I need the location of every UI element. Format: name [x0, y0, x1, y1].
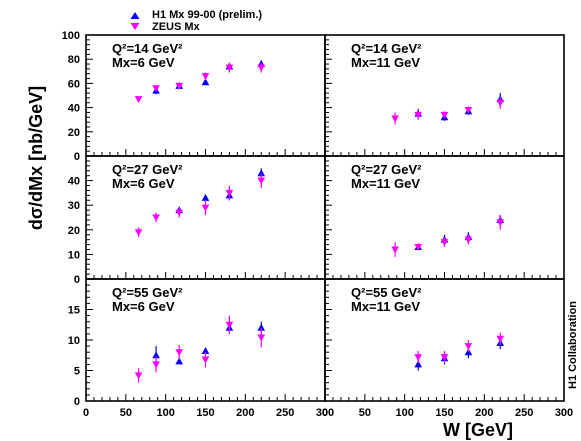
h1-data-point: [201, 346, 210, 354]
x-tick-label: 250: [515, 407, 533, 419]
zeus-data-point: [201, 73, 210, 81]
y-tick-label: 20: [68, 225, 80, 237]
x-tick-label: 300: [316, 407, 334, 419]
x-axis-title: W [GeV]: [443, 420, 513, 440]
zeus-data-point: [440, 354, 449, 362]
y-tick-label: 20: [68, 127, 80, 139]
zeus-data-point: [440, 111, 449, 119]
mx-label: Mx=11 GeV: [351, 299, 420, 314]
x-tick-label: 100: [395, 407, 413, 419]
zeus-data-point: [496, 335, 505, 343]
q2-label: Q²=55 GeV²: [351, 285, 422, 300]
zeus-data-point: [201, 204, 210, 212]
zeus-data-point: [414, 244, 423, 252]
zeus-data-point: [225, 321, 234, 329]
x-tick-label: 300: [555, 407, 573, 419]
zeus-data-point: [225, 64, 234, 72]
y-tick-label: 10: [68, 249, 80, 261]
x-tick-label: 0: [322, 407, 328, 419]
x-tick-label: 100: [156, 407, 174, 419]
q2-label: Q²=55 GeV²: [112, 285, 183, 300]
y-tick-label: 80: [68, 54, 80, 66]
zeus-data-point: [496, 219, 505, 227]
q2-label: Q²=27 GeV²: [351, 162, 422, 177]
h1-data-point: [257, 323, 266, 331]
zeus-data-point: [152, 361, 160, 369]
q2-label: Q²=14 GeV²: [351, 41, 422, 56]
h1-data-point: [152, 351, 160, 359]
zeus-data-point: [464, 236, 473, 244]
zeus-data-point: [225, 189, 234, 197]
y-tick-label: 100: [62, 30, 80, 42]
x-tick-label: 200: [236, 407, 254, 419]
zeus-data-point: [414, 111, 423, 119]
mx-label: Mx=6 GeV: [112, 299, 175, 314]
legend-label-zeus: ZEUS Mx: [152, 21, 201, 33]
zeus-data-point: [152, 214, 160, 222]
zeus-data-point: [414, 354, 423, 362]
zeus-data-point: [464, 107, 473, 115]
x-tick-label: 50: [359, 407, 371, 419]
y-tick-label: 40: [68, 176, 80, 188]
zeus-data-point: [152, 85, 160, 93]
legend-marker-zeus: [130, 23, 140, 30]
mx-label: Mx=6 GeV: [112, 176, 175, 191]
x-tick-label: 150: [435, 407, 453, 419]
x-tick-label: 150: [196, 407, 214, 419]
q2-label: Q²=27 GeV²: [112, 162, 183, 177]
h1-data-point: [201, 193, 210, 201]
zeus-data-point: [134, 372, 143, 380]
legend-marker-h1: [130, 12, 140, 19]
zeus-data-point: [175, 349, 184, 357]
collaboration-label: H1 Collaboration: [567, 301, 579, 389]
y-tick-label: 30: [68, 200, 80, 212]
zeus-data-point: [257, 334, 266, 342]
y-tick-label: 40: [68, 103, 80, 115]
h1-data-point: [257, 169, 266, 177]
zeus-data-point: [391, 115, 399, 123]
mx-label: Mx=6 GeV: [112, 55, 175, 70]
mx-label: Mx=11 GeV: [351, 55, 420, 70]
h1-data-point: [414, 360, 423, 368]
y-tick-label: 5: [74, 366, 80, 378]
zeus-data-point: [257, 64, 266, 72]
y-tick-label: 60: [68, 78, 80, 90]
zeus-data-point: [175, 209, 184, 217]
y-tick-label: 0: [74, 151, 80, 163]
x-tick-label: 0: [83, 407, 89, 419]
zeus-data-point: [391, 246, 399, 254]
zeus-data-point: [134, 229, 143, 237]
x-tick-label: 200: [475, 407, 493, 419]
q2-label: Q²=14 GeV²: [112, 41, 183, 56]
legend: H1 Mx 99-00 (prelim.) ZEUS Mx: [130, 9, 262, 33]
y-tick-label: 10: [68, 335, 80, 347]
zeus-data-point: [464, 343, 473, 351]
zeus-data-point: [175, 82, 184, 90]
y-tick-label: 15: [68, 305, 80, 317]
y-tick-label: 0: [74, 396, 80, 408]
x-tick-label: 50: [120, 407, 132, 419]
zeus-data-point: [134, 96, 143, 104]
zeus-data-point: [201, 356, 210, 364]
y-axis-title: dσ/dMx [nb/GeV]: [26, 86, 46, 230]
y-tick-label: 0: [74, 274, 80, 286]
legend-label-h1: H1 Mx 99-00 (prelim.): [152, 9, 262, 21]
zeus-data-point: [440, 239, 449, 247]
h1-data-point: [201, 78, 210, 86]
mx-label: Mx=11 GeV: [351, 176, 420, 191]
zeus-data-point: [496, 99, 505, 107]
zeus-data-point: [257, 177, 266, 185]
x-tick-label: 250: [276, 407, 294, 419]
h1-data-point: [175, 357, 184, 365]
